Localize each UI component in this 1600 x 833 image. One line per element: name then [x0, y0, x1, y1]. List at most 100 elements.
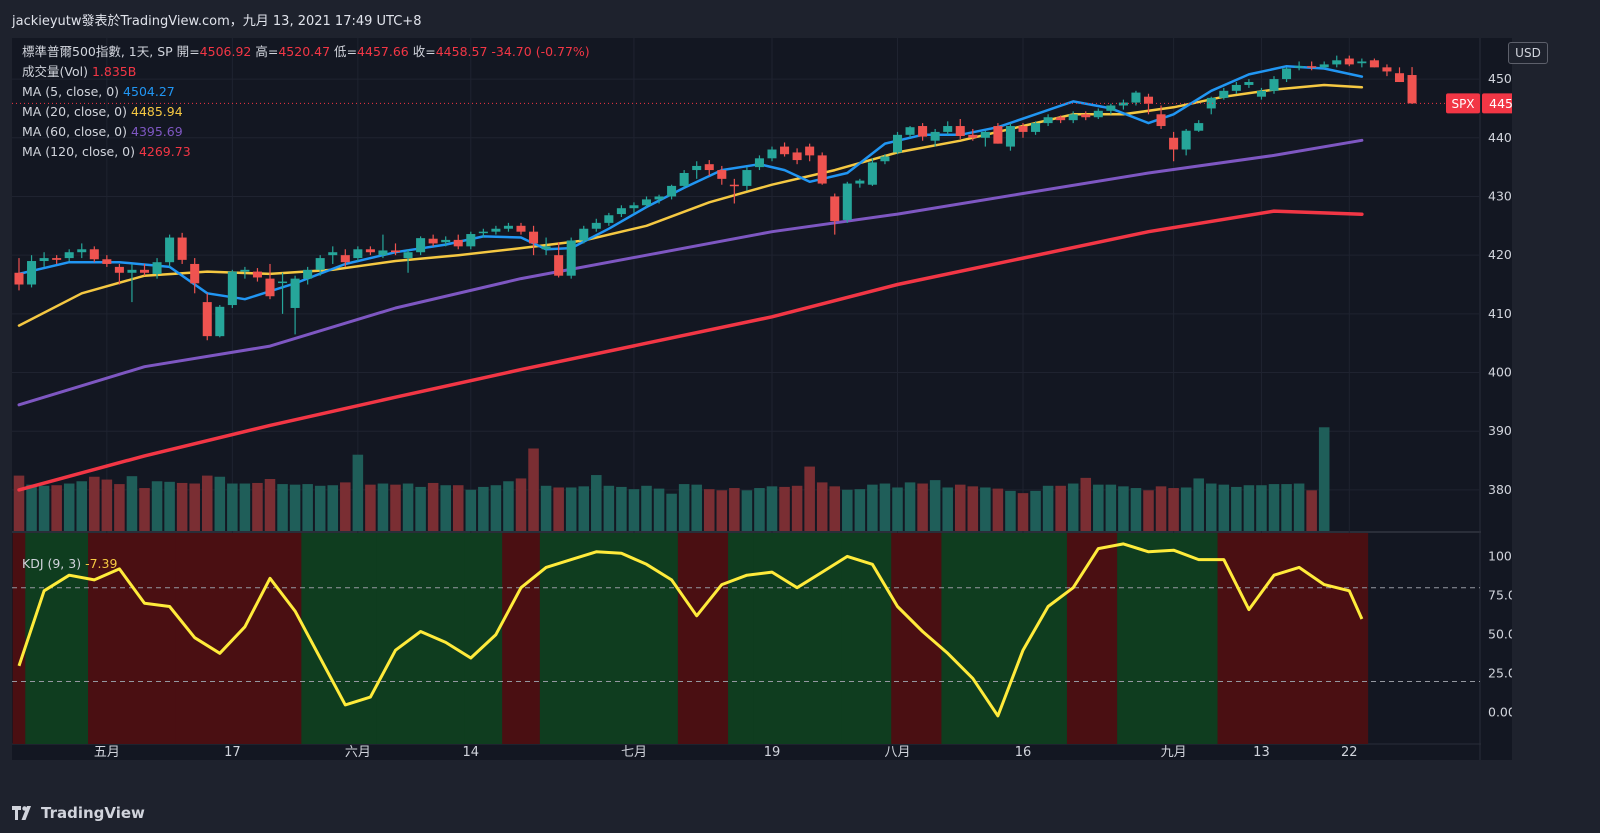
chart-canvas[interactable]: 3800.00 3900.00 4000.00 4100.00 4200.00 4300.…	[12, 38, 1512, 760]
open-value: 4506.92	[199, 44, 252, 59]
time-tick-label: 17	[224, 745, 241, 760]
candle-body	[1219, 90, 1229, 98]
volume-bar	[1055, 485, 1066, 531]
legend-row-ma20: MA (20, close, 0) 4485.94	[22, 102, 590, 122]
candle-body	[139, 269, 150, 273]
top-bar: jackieyutw發表於TradingView.com，九月 13, 2021…	[0, 0, 1600, 38]
candle-body	[428, 238, 438, 244]
volume-bar	[277, 484, 288, 531]
ma20-label[interactable]: MA (20, close, 0)	[22, 104, 128, 119]
brand-name: TradingView	[41, 804, 145, 822]
volume-bar	[1080, 477, 1092, 531]
volume-bar	[26, 484, 37, 531]
high-value: 4520.47	[278, 44, 331, 59]
volume-bar	[365, 484, 376, 531]
volume-bar	[1205, 483, 1217, 531]
open-label: 開	[176, 44, 190, 59]
candle-body	[215, 306, 225, 337]
candle-body	[717, 170, 727, 179]
volume-bar	[1093, 484, 1104, 531]
candle-body	[1194, 123, 1204, 131]
volume-bar	[892, 487, 903, 531]
volume-bar	[816, 482, 828, 531]
volume-bar	[980, 487, 991, 531]
volume-bar	[51, 485, 62, 531]
ma60-value: 4395.69	[131, 124, 183, 139]
ticker-symbol-tag	[1446, 93, 1480, 114]
candle-body	[930, 131, 940, 141]
candle-body	[1106, 105, 1116, 111]
volume-bar	[553, 487, 564, 531]
tradingview-logo[interactable]: TradingView	[12, 804, 145, 822]
candle-body	[541, 246, 551, 250]
volume-bar	[904, 482, 916, 531]
ma120-value: 4269.73	[138, 144, 191, 159]
volume-bar	[1193, 478, 1204, 531]
time-tick-label: 七月	[621, 745, 647, 760]
ma60-label[interactable]: MA (60, close, 0)	[22, 124, 128, 139]
price-tick-label: 4100.00	[1488, 306, 1512, 321]
currency-badge[interactable]: USD	[1508, 42, 1548, 64]
kdj-tick-label: 100.00	[1488, 548, 1512, 563]
candle-body	[968, 134, 978, 138]
candle-body	[792, 152, 802, 161]
last-price-tag	[1482, 93, 1512, 114]
candle-body	[177, 237, 187, 260]
vol-label[interactable]: 成交量(Vol)	[22, 64, 88, 79]
candle-body	[1369, 60, 1379, 68]
kdj-line	[17, 542, 1364, 718]
candle-body	[1407, 75, 1417, 104]
candle-body	[591, 222, 601, 229]
candle-body	[867, 162, 877, 185]
volume-bar	[741, 490, 753, 531]
volume-bar	[76, 481, 88, 531]
volume-bar	[1168, 488, 1179, 531]
candle-body	[240, 269, 250, 272]
volume-bar	[63, 483, 75, 531]
symbol-label[interactable]: 標準普爾500指數, 1天, SP	[22, 44, 173, 59]
kdj-zone-down	[1217, 533, 1369, 744]
ma20-value: 4485.94	[131, 104, 183, 119]
price-tick-label: 4400.00	[1488, 130, 1512, 145]
candle-body	[1093, 110, 1103, 118]
candle-body	[641, 199, 652, 206]
kdj-tick-label: 0.00	[1488, 705, 1512, 720]
volume-bar	[842, 489, 853, 531]
price-tick-label: 4300.00	[1488, 188, 1512, 203]
volume-bar	[716, 490, 728, 531]
volume-bar	[1017, 493, 1029, 531]
candle-body	[353, 249, 363, 259]
candle-body	[1294, 66, 1304, 68]
volume-bar	[591, 475, 602, 531]
legend-row-ma60: MA (60, close, 0) 4395.69	[22, 122, 590, 142]
volume-bar	[1318, 427, 1330, 531]
vol-value: 1.835B	[91, 64, 137, 79]
volume-bar	[264, 479, 276, 531]
candle-body	[667, 185, 677, 197]
high-label: 高	[255, 44, 268, 59]
volume-bar	[1180, 487, 1192, 531]
candle-body	[892, 134, 903, 153]
candle-body	[616, 208, 626, 215]
candle-body	[202, 302, 212, 337]
chart-area[interactable]: 3800.00 3900.00 4000.00 4100.00 4200.00 4300.…	[12, 38, 1512, 760]
volume-bar	[791, 485, 803, 531]
ma5-label[interactable]: MA (5, close, 0)	[22, 84, 120, 99]
volume-bar	[754, 488, 765, 531]
candle-body	[466, 234, 476, 247]
candle-body	[227, 271, 237, 306]
candle-body	[1319, 64, 1329, 68]
candle-body	[27, 261, 37, 285]
volume-bar	[942, 487, 953, 531]
ma120-label[interactable]: MA (120, close, 0)	[22, 144, 135, 159]
volume-bar	[678, 484, 690, 531]
volume-bar	[1306, 490, 1317, 531]
volume-bar	[101, 479, 113, 531]
candle-body	[1156, 114, 1166, 127]
price-tick-label: 3900.00	[1488, 423, 1512, 438]
volume-bar	[804, 466, 815, 531]
candle-body	[390, 250, 401, 253]
kdj-label[interactable]: KDJ (9, 3)	[22, 556, 82, 571]
candle-body	[1394, 73, 1405, 83]
candle-body	[303, 269, 313, 279]
